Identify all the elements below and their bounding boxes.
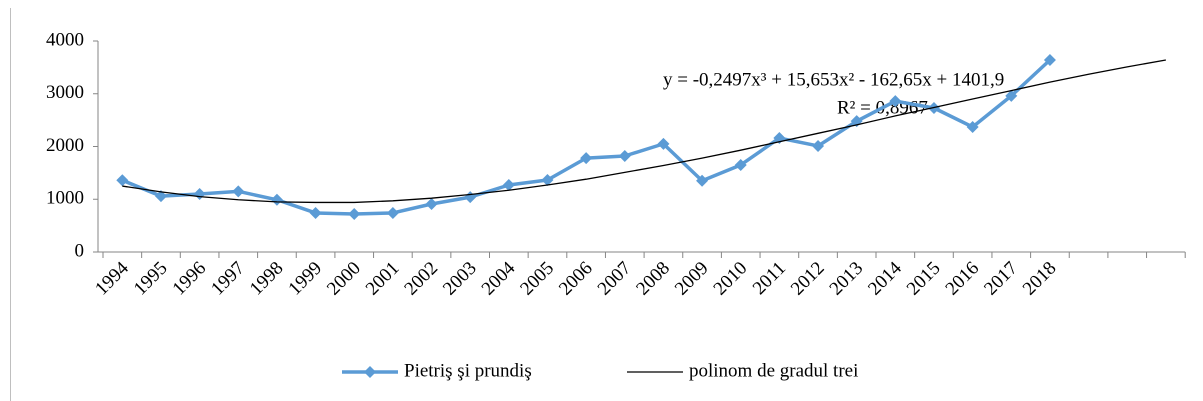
x-tick-label: 2009 (671, 258, 713, 300)
data-marker (309, 206, 322, 219)
x-tick-label: 2010 (710, 258, 752, 300)
data-marker (580, 152, 593, 165)
data-marker (889, 95, 902, 108)
x-tick-label: 2016 (942, 258, 984, 300)
x-tick-label: 2014 (864, 257, 906, 299)
x-tick-label: 2001 (362, 258, 404, 300)
data-marker (464, 191, 477, 204)
data-marker (232, 185, 245, 198)
x-tick-label: 1996 (169, 258, 211, 300)
data-marker (734, 158, 747, 171)
x-tick-label: 2017 (980, 258, 1022, 300)
x-tick-label: 1998 (246, 258, 288, 300)
data-marker (618, 149, 631, 162)
data-marker (812, 139, 825, 152)
legend-label: Pietriş şi prundiş (404, 360, 532, 381)
data-marker (966, 120, 979, 133)
x-tick-label: 2000 (323, 258, 365, 300)
legend-marker (364, 366, 376, 378)
data-marker (657, 137, 670, 150)
y-tick-label: 1000 (46, 188, 84, 209)
data-marker (696, 174, 709, 187)
trend-equation: y = -0,2497x³ + 15,653x² - 162,65x + 140… (663, 69, 1004, 90)
data-marker (1005, 89, 1018, 102)
data-marker (425, 197, 438, 210)
x-tick-label: 1995 (130, 258, 172, 300)
x-tick-label: 2013 (826, 258, 868, 300)
data-marker (193, 187, 206, 200)
data-marker (386, 206, 399, 219)
data-marker (1043, 53, 1056, 66)
x-tick-label: 2015 (903, 258, 945, 300)
data-marker (348, 208, 361, 221)
data-marker (116, 174, 129, 187)
x-tick-label: 2011 (749, 258, 790, 299)
x-tick-label: 1997 (207, 258, 249, 300)
y-tick-label: 0 (75, 240, 85, 261)
x-tick-label: 2006 (555, 258, 597, 300)
x-tick-label: 2004 (478, 257, 520, 299)
y-tick-label: 2000 (46, 135, 84, 156)
trend-line (122, 59, 1166, 204)
x-tick-label: 2007 (594, 258, 636, 300)
x-tick-label: 2005 (516, 258, 558, 300)
data-marker (541, 173, 554, 186)
y-tick-label: 4000 (46, 29, 84, 50)
x-tick-label: 2018 (1019, 258, 1061, 300)
y-tick-label: 3000 (46, 82, 84, 103)
x-tick-label: 2012 (787, 258, 829, 300)
legend-label: polinom de gradul trei (689, 360, 858, 381)
x-tick-label: 2008 (632, 258, 674, 300)
x-tick-label: 1999 (284, 258, 326, 300)
data-marker (154, 190, 167, 203)
x-tick-label: 2002 (400, 258, 442, 300)
x-tick-label: 1994 (91, 257, 133, 299)
x-tick-label: 2003 (439, 258, 481, 300)
data-marker (270, 193, 283, 206)
data-marker (502, 179, 515, 192)
